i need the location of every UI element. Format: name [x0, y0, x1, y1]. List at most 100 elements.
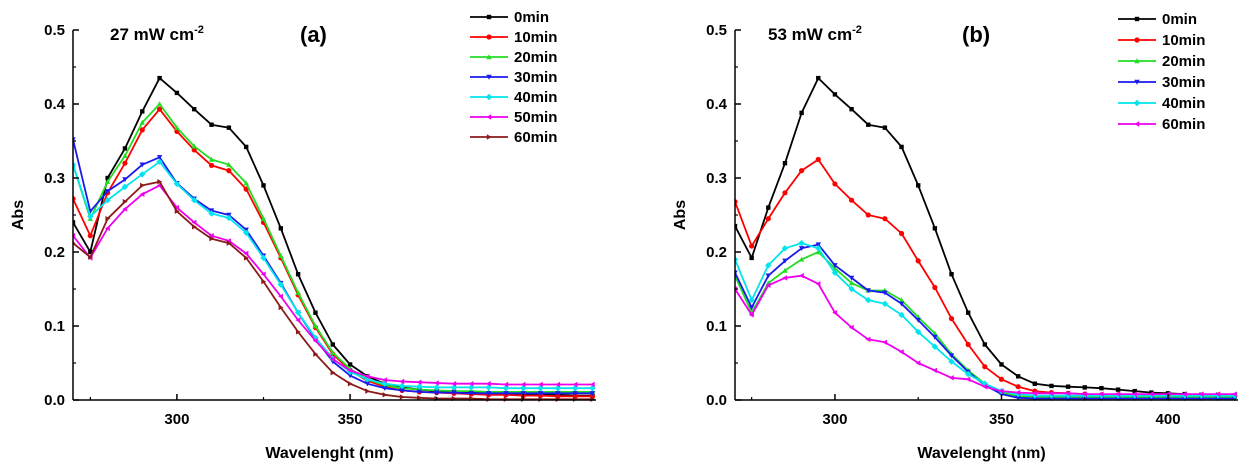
data-point-60min-b	[1148, 391, 1154, 397]
data-point-60min-b	[865, 336, 871, 343]
series-line-0min-b	[735, 77, 1235, 397]
data-point-10min-a	[87, 233, 93, 239]
data-point-60min-a	[243, 255, 249, 261]
x-tick-label-a: 350	[338, 411, 363, 428]
series-line-60min-b	[735, 274, 1235, 396]
data-point-10min-b	[965, 341, 971, 348]
data-point-40min-a	[225, 214, 233, 222]
data-point-20min-a	[53, 142, 58, 147]
data-point-0min-b	[1015, 374, 1021, 379]
data-point-40min-b	[815, 245, 822, 252]
data-point-0min-b	[782, 161, 788, 166]
x-tick-label-b: 300	[822, 411, 847, 428]
data-point-0min-b	[1032, 381, 1038, 386]
y-tick-label-a: 0.3	[44, 170, 65, 187]
data-point-30min-b	[1115, 396, 1121, 402]
data-point-50min-a	[537, 381, 543, 388]
data-point-60min-b	[716, 279, 721, 284]
data-point-20min-a	[295, 290, 301, 295]
data-point-0min-a	[157, 75, 162, 81]
data-point-10min-b	[799, 168, 805, 174]
data-point-40min-b	[798, 239, 805, 247]
data-point-30min-b	[1065, 396, 1071, 402]
data-point-20min-a	[226, 161, 232, 167]
data-point-60min-b	[1182, 391, 1187, 397]
data-point-40min-a	[208, 210, 215, 217]
data-point-60min-b	[798, 272, 804, 279]
data-point-0min-b	[716, 209, 720, 213]
data-point-40min-a	[277, 281, 285, 288]
panel-a: 0.0 0.1 0.2 0.3 0.4 0.5 300 350 400 Wavelenght (n…	[10, 9, 596, 462]
data-point-10min-b	[932, 284, 938, 291]
data-point-60min-b	[782, 275, 788, 281]
data-point-40min-a	[191, 197, 198, 204]
legend-label-50min-a: 50min	[514, 109, 557, 126]
legend-marker-40min-a	[485, 93, 493, 101]
data-point-0min-a	[243, 144, 249, 150]
legend-label-60min-b: 60min	[1162, 116, 1205, 133]
data-point-60min-a	[365, 388, 371, 394]
data-point-20min-a	[139, 119, 145, 125]
data-point-50min-a	[330, 356, 335, 362]
legend-label-40min-a: 40min	[514, 89, 557, 106]
series-line-40min-a	[73, 160, 593, 390]
legend-marker-30min-b	[1134, 79, 1140, 85]
data-point-60min-b	[1115, 391, 1121, 397]
data-point-20min-a	[174, 124, 180, 130]
data-point-40min-a	[139, 171, 146, 178]
data-point-20min-b	[848, 280, 855, 286]
x-tick-label-b: 350	[989, 411, 1014, 428]
data-point-10min-b	[749, 243, 755, 249]
data-point-50min-a	[295, 317, 301, 323]
legend-marker-0min-a	[486, 14, 492, 20]
data-point-60min-b	[915, 360, 921, 366]
data-point-40min-b	[881, 300, 889, 307]
y-tick-label-b: 0.1	[706, 318, 727, 335]
data-point-50min-a	[174, 204, 180, 211]
data-point-50min-a	[485, 381, 491, 387]
data-point-30min-a	[555, 391, 561, 397]
data-point-0min-a	[347, 362, 353, 367]
data-point-60min-a	[192, 224, 197, 230]
data-point-60min-b	[765, 282, 771, 288]
data-point-30min-a	[520, 391, 526, 397]
data-point-0min-b	[749, 255, 754, 261]
legend-label-0min-a: 0min	[514, 9, 549, 26]
data-point-0min-a	[295, 272, 301, 277]
data-point-0min-a	[278, 226, 284, 231]
data-point-50min-a	[433, 380, 439, 386]
data-point-60min-b	[1082, 391, 1087, 397]
series-40min-a	[73, 158, 596, 392]
y-tick-label-b: 0.4	[706, 96, 728, 113]
series-line-30min-b	[735, 243, 1235, 400]
y-tick-label-b: 0.2	[706, 244, 727, 261]
data-point-30min-a	[589, 391, 596, 397]
data-point-60min-a	[105, 216, 111, 222]
legend-label-20min-a: 20min	[514, 49, 557, 66]
data-point-60min-a	[399, 394, 405, 400]
series-60min-a	[73, 179, 596, 402]
data-point-0min-b	[816, 75, 821, 81]
data-point-60min-a	[347, 381, 353, 387]
data-point-10min-a	[156, 106, 163, 112]
data-point-20min-a	[208, 156, 215, 162]
data-point-50min-a	[589, 381, 595, 388]
y-tick-label-a: 0.1	[44, 318, 65, 335]
series-line-10min-a	[73, 108, 593, 398]
data-point-50min-a	[503, 381, 509, 388]
irradiance-exponent-b: -2	[852, 24, 862, 36]
data-point-10min-b	[832, 181, 838, 187]
data-point-30min-a	[572, 391, 578, 397]
data-point-20min-a	[260, 216, 267, 221]
legend-marker-10min-a	[486, 34, 492, 40]
data-point-0min-b	[882, 125, 888, 130]
legend-marker-40min-b	[1133, 99, 1141, 107]
data-point-10min-b	[815, 156, 821, 163]
x-axis-label-a: Wavelenght (nm)	[265, 445, 393, 462]
data-point-0min-a	[140, 109, 145, 114]
data-point-30min-b	[1015, 395, 1021, 401]
data-point-0min-a	[209, 122, 214, 127]
panel-b: 0.0 0.1 0.2 0.3 0.4 0.5 300 350 400 Wavelenght (n…	[672, 11, 1238, 462]
data-point-60min-b	[982, 383, 988, 390]
